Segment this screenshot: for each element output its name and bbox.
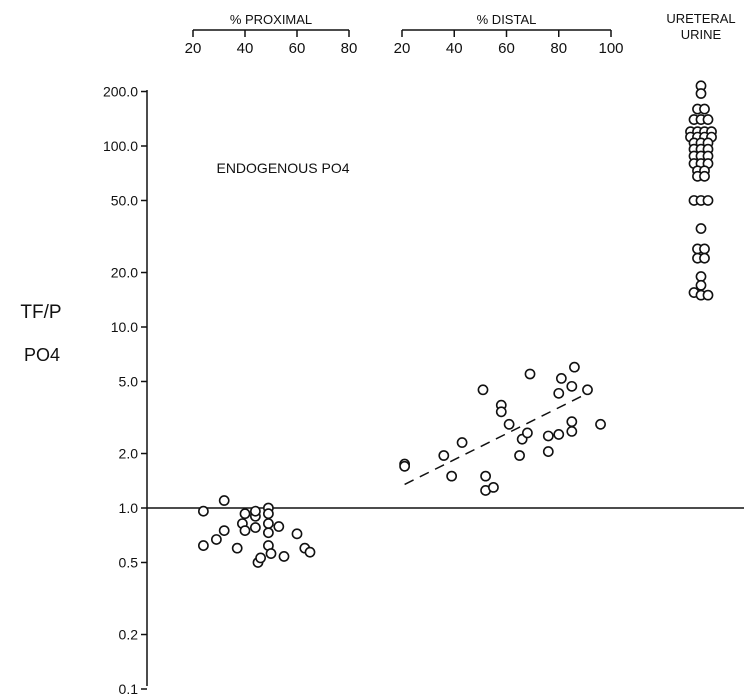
y-tick-label: 10.0 [111,319,138,335]
data-point [542,430,554,442]
data-point [699,243,710,255]
data-point [262,527,274,539]
top-axis-tick-label: 80 [550,40,567,57]
data-point [524,368,536,380]
data-point [699,252,710,264]
ureteral-label-line2: URINE [681,27,722,42]
top-axis-tick-label: 20 [185,40,202,57]
data-point [514,450,525,461]
y-tick-label: 0.1 [119,681,139,694]
y-axis-label-ratio: TF/P [20,302,61,323]
data-point [265,548,277,559]
data-point [503,418,515,430]
y-tick-label: 0.2 [119,627,139,643]
data-point [399,460,411,472]
data-point [239,508,251,520]
data-point [695,279,707,291]
data-point [695,223,707,234]
data-point [569,361,580,373]
data-point [699,103,710,115]
data-point [249,505,261,517]
data-point [566,380,578,392]
y-tick-label: 1.0 [119,500,139,516]
top-axis-tick-label: 40 [446,40,463,57]
data-point [480,470,491,482]
data-point [702,289,714,301]
top-axis-tick-label: 80 [341,40,358,57]
data-point [218,495,230,506]
y-tick-label: 20.0 [111,265,138,281]
data-point [278,551,290,562]
trend-line [404,392,588,486]
data-points [197,80,717,568]
data-point [553,429,565,440]
y-tick-label: 0.5 [119,554,139,570]
top-axis-tick-label: 20 [394,40,411,57]
data-point [239,525,251,537]
data-point [255,552,266,564]
trend-line-group [404,392,588,486]
top-axis-title: % DISTAL [477,12,537,27]
y-axis-label-analyte: PO4 [24,345,60,365]
data-point [542,446,554,457]
data-point [304,546,316,558]
y-tick-label: 200.0 [103,84,138,100]
top-axis-title: % PROXIMAL [230,12,312,27]
endogenous-annotation: ENDOGENOUS PO4 [216,160,349,176]
axes [146,90,744,686]
ureteral-label-line1: URETERAL [666,11,735,26]
data-point [291,528,303,540]
data-point [702,114,714,125]
data-point [249,522,261,533]
data-point [262,518,274,529]
data-point [566,425,578,437]
y-tick-label: 50.0 [111,192,138,208]
data-point [231,542,243,554]
data-point [555,373,567,384]
top-axis-tick-label: 40 [237,40,254,57]
data-point [495,406,507,418]
data-point [702,195,714,206]
y-axis-ticks: 0.1 0.2 0.5 1.0 2.0 5.0 10.0 20.0 50.0 100.0 200.0 [103,84,147,694]
y-tick-label: 5.0 [119,373,139,389]
data-point [273,521,285,532]
data-point [488,481,499,493]
data-point [595,418,606,430]
data-point [522,427,533,439]
data-point [456,437,468,448]
data-point [699,170,710,182]
data-point [218,525,230,537]
data-point [695,88,707,99]
data-point [695,271,707,282]
data-point [197,505,209,517]
top-axis-tick-label: 60 [289,40,306,57]
data-point [438,450,450,461]
top-axes: 20 40 60 80 % PROXIMAL 20 40 60 80 100 % DISTAL URE… [185,11,736,57]
y-tick-label: 2.0 [119,446,139,462]
top-axis-tick-label: 60 [498,40,515,57]
y-tick-label: 100.0 [103,138,138,154]
data-point [262,508,274,520]
chart-labels: ENDOGENOUS PO4 TF/P PO4 [20,160,349,365]
data-point [197,540,209,551]
data-point [477,384,489,396]
data-point [210,534,222,545]
data-point [446,470,458,482]
data-point [553,387,565,399]
data-point [582,384,593,396]
top-axis-tick-label: 100 [598,40,623,57]
data-point [566,416,578,428]
